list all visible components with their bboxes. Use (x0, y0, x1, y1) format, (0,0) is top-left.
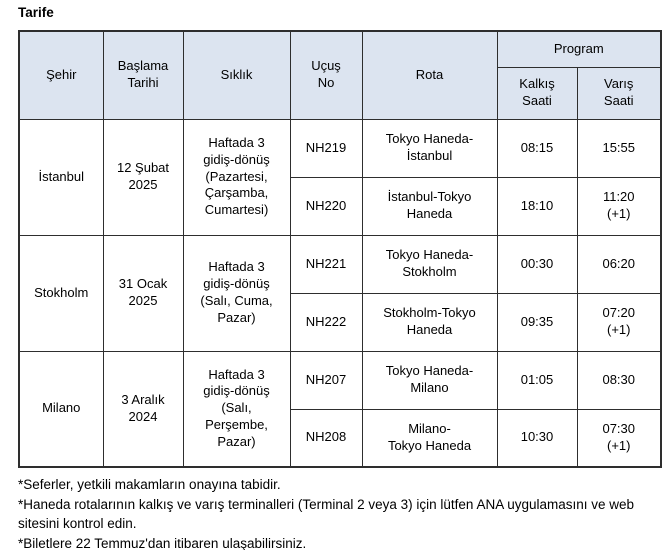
footnote-terminals: *Haneda rotalarının kalkış ve varış term… (18, 497, 635, 532)
header-route: Rota (361, 30, 498, 120)
flight-no-cell: NH219 (289, 118, 363, 178)
table-row: Milano 3 Aralık 2024 Haftada 3 gidiş-dön… (18, 350, 662, 468)
departure-time-cell: 08:15 (496, 118, 578, 178)
table-row: İstanbul 12 Şubat 2025 Haftada 3 gidiş-d… (18, 118, 662, 236)
header-row-top: Şehir Başlama Tarihi Sıklık Uçuş No Rota… (18, 30, 662, 120)
start-date-cell: 31 Ocak 2025 (102, 234, 184, 352)
flight-no-cell: NH220 (289, 176, 363, 236)
header-city: Şehir (18, 30, 104, 120)
footnote-tickets: *Biletlere 22 Temmuz'dan itibaren ulaşab… (18, 536, 307, 550)
page-title: Tarife (18, 5, 54, 20)
table-row: NH222 Stokholm-Tokyo Haneda 09:35 07:20 … (19, 292, 662, 352)
footnote-approval: *Seferler, yetkili makamların onayına ta… (18, 477, 281, 492)
header-frequency: Sıklık (182, 30, 291, 120)
route-cell: Tokyo Haneda- İstanbul (361, 118, 498, 178)
arrival-time-cell: 07:20 (+1) (576, 292, 662, 352)
table-row: NH208 Milano- Tokyo Haneda 10:30 07:30 (… (19, 408, 662, 468)
route-cell: Stokholm-Tokyo Haneda (361, 292, 498, 352)
frequency-cell: Haftada 3 gidiş-dönüş (Pazartesi, Çarşam… (182, 118, 291, 236)
flight-no-cell: NH207 (289, 350, 363, 410)
table-row: Stokholm 31 Ocak 2025 Haftada 3 gidiş-dö… (18, 234, 662, 352)
flight-schedule-table: Şehir Başlama Tarihi Sıklık Uçuş No Rota… (18, 30, 662, 468)
header-program: Program (496, 30, 662, 68)
header-arrival-time: Varış Saati (576, 66, 662, 120)
departure-time-cell: 01:05 (496, 350, 578, 410)
arrival-time-cell: 08:30 (576, 350, 662, 410)
arrival-time-cell: 15:55 (576, 118, 662, 178)
arrival-time-cell: 07:30 (+1) (576, 408, 662, 468)
header-flight-no: Uçuş No (289, 30, 363, 120)
footnotes: *Seferler, yetkili makamların onayına ta… (18, 475, 666, 550)
route-cell: İstanbul-Tokyo Haneda (361, 176, 498, 236)
departure-time-cell: 10:30 (496, 408, 578, 468)
city-cell: İstanbul (18, 118, 104, 236)
city-cell: Milano (18, 350, 104, 468)
arrival-time-cell: 11:20 (+1) (576, 176, 662, 236)
start-date-cell: 12 Şubat 2025 (102, 118, 184, 236)
header-start-date: Başlama Tarihi (102, 30, 184, 120)
route-cell: Tokyo Haneda- Stokholm (361, 234, 498, 294)
start-date-cell: 3 Aralık 2024 (102, 350, 184, 468)
route-cell: Milano- Tokyo Haneda (361, 408, 498, 468)
departure-time-cell: 09:35 (496, 292, 578, 352)
flight-no-cell: NH221 (289, 234, 363, 294)
frequency-cell: Haftada 3 gidiş-dönüş (Salı, Cuma, Pazar… (182, 234, 291, 352)
flight-no-cell: NH208 (289, 408, 363, 468)
header-departure-time: Kalkış Saati (496, 66, 578, 120)
city-cell: Stokholm (18, 234, 104, 352)
flight-no-cell: NH222 (289, 292, 363, 352)
header-row-sub: Kalkış Saati Varış Saati (19, 66, 662, 120)
departure-time-cell: 00:30 (496, 234, 578, 294)
table-body: İstanbul 12 Şubat 2025 Haftada 3 gidiş-d… (18, 118, 662, 468)
departure-time-cell: 18:10 (496, 176, 578, 236)
table-row: NH220 İstanbul-Tokyo Haneda 18:10 11:20 … (19, 176, 662, 236)
route-cell: Tokyo Haneda- Milano (361, 350, 498, 410)
arrival-time-cell: 06:20 (576, 234, 662, 294)
table-header: Şehir Başlama Tarihi Sıklık Uçuş No Rota… (18, 30, 662, 120)
frequency-cell: Haftada 3 gidiş-dönüş (Salı, Perşembe, P… (182, 350, 291, 468)
